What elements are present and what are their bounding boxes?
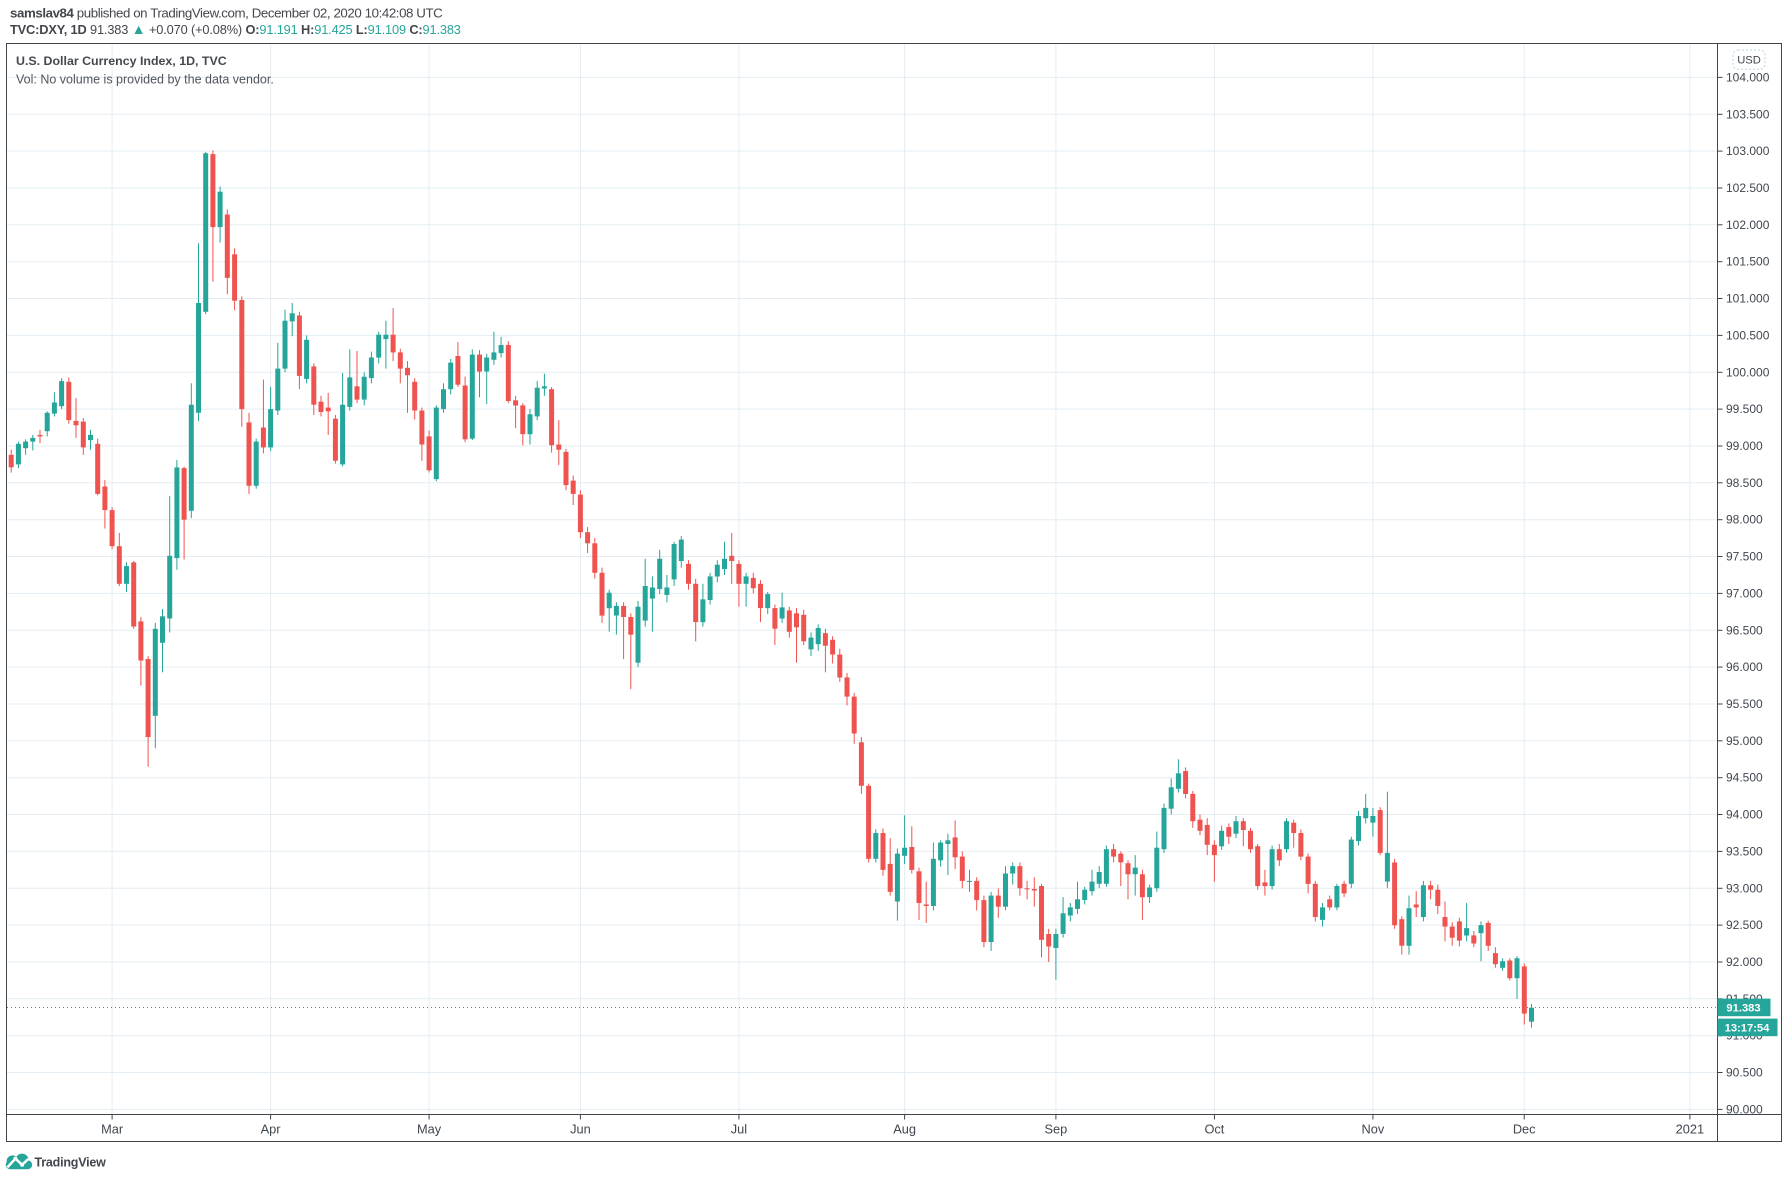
svg-text:93.000: 93.000 (1726, 881, 1763, 895)
svg-text:Apr: Apr (261, 1122, 282, 1137)
svg-text:94.500: 94.500 (1726, 771, 1763, 785)
svg-text:Mar: Mar (101, 1122, 124, 1137)
svg-text:Sep: Sep (1045, 1122, 1068, 1137)
svg-text:U.S. Dollar Currency Index, 1D: U.S. Dollar Currency Index, 1D, TVC (16, 54, 227, 68)
svg-text:Dec: Dec (1513, 1122, 1536, 1137)
svg-text:95.000: 95.000 (1726, 734, 1763, 748)
svg-text:Jun: Jun (570, 1122, 591, 1137)
svg-text:90.000: 90.000 (1726, 1102, 1763, 1116)
svg-text:98.500: 98.500 (1726, 476, 1763, 490)
svg-text:104.000: 104.000 (1726, 70, 1770, 84)
svg-text:Vol: No volume is provided by: Vol: No volume is provided by the data v… (16, 72, 274, 86)
svg-text:100.000: 100.000 (1726, 365, 1770, 379)
svg-text:samslav84 published on Trading: samslav84 published on TradingView.com, … (10, 5, 443, 20)
svg-text:101.500: 101.500 (1726, 255, 1770, 269)
svg-text:101.000: 101.000 (1726, 292, 1770, 306)
svg-text:97.500: 97.500 (1726, 550, 1763, 564)
svg-text:102.000: 102.000 (1726, 218, 1770, 232)
svg-text:2021: 2021 (1676, 1122, 1704, 1137)
svg-text:96.000: 96.000 (1726, 660, 1763, 674)
svg-text:95.500: 95.500 (1726, 697, 1763, 711)
svg-text:TVC:DXY, 1D 91.383 ▲ +0.070 (+: TVC:DXY, 1D 91.383 ▲ +0.070 (+0.08%) O:9… (10, 22, 461, 38)
svg-text:102.500: 102.500 (1726, 181, 1770, 195)
svg-text:103.500: 103.500 (1726, 107, 1770, 121)
svg-text:96.500: 96.500 (1726, 623, 1763, 637)
svg-text:92.500: 92.500 (1726, 918, 1763, 932)
svg-text:99.000: 99.000 (1726, 439, 1763, 453)
svg-text:Aug: Aug (893, 1122, 916, 1137)
svg-text:98.000: 98.000 (1726, 513, 1763, 527)
svg-text:91.383: 91.383 (1726, 1003, 1760, 1015)
svg-text:TradingView: TradingView (35, 1155, 107, 1169)
svg-text:92.000: 92.000 (1726, 955, 1763, 969)
svg-text:93.500: 93.500 (1726, 844, 1763, 858)
svg-text:Jul: Jul (731, 1122, 747, 1137)
svg-text:90.500: 90.500 (1726, 1066, 1763, 1080)
svg-text:103.000: 103.000 (1726, 144, 1770, 158)
svg-text:97.000: 97.000 (1726, 586, 1763, 600)
svg-text:99.500: 99.500 (1726, 402, 1763, 416)
svg-text:100.500: 100.500 (1726, 328, 1770, 342)
svg-text:Nov: Nov (1362, 1122, 1385, 1137)
svg-text:May: May (417, 1122, 442, 1137)
svg-text:USD: USD (1737, 54, 1761, 66)
svg-text:13:17:54: 13:17:54 (1725, 1023, 1771, 1035)
svg-text:Oct: Oct (1204, 1122, 1224, 1137)
svg-text:94.000: 94.000 (1726, 808, 1763, 822)
